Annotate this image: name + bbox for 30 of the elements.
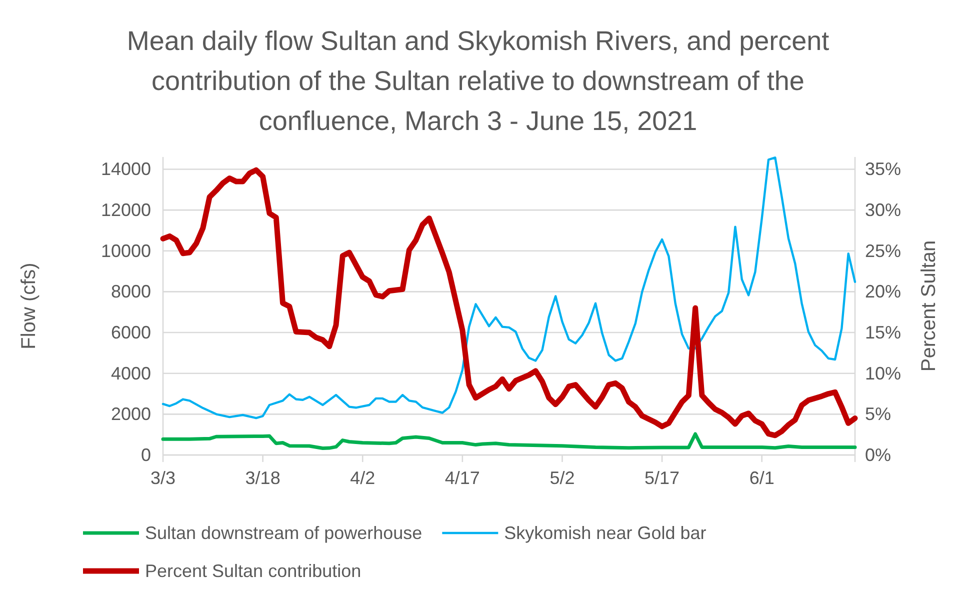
y2-tick-label: 25% [865, 240, 902, 261]
y-tick-label: 14000 [100, 159, 151, 180]
x-tick-label: 4/2 [350, 468, 376, 488]
y2-axis-title: Percent Sultan [918, 240, 940, 372]
legend-label: Skykomish near Gold bar [504, 523, 706, 543]
x-tick-label: 3/18 [245, 468, 280, 488]
y2-tick-label: 30% [865, 200, 902, 220]
y-tick-label: 4000 [110, 363, 151, 384]
chart-title: Mean daily flow Sultan and Skykomish Rivers, and percent contribution of the Sultan relative to downstream of the confluence, March 3 - June 15, 2021 [126, 26, 830, 136]
legend-label: Sultan downstream of powerhouse [145, 523, 422, 543]
y-tick-label: 8000 [110, 282, 151, 302]
y-tick-label: 2000 [110, 404, 151, 424]
y-tick-label: 10000 [100, 240, 151, 261]
y2-tick-label: 5% [865, 404, 892, 424]
legend-label: Percent Sultan contribution [145, 561, 362, 581]
y2-tick-label: 35% [865, 159, 902, 180]
y-tick-label: 6000 [110, 322, 151, 343]
x-tick-label: 5/17 [644, 468, 680, 488]
x-tick-label: 3/3 [150, 468, 176, 488]
x-tick-label: 6/1 [749, 468, 774, 488]
y-tick-label: 12000 [100, 200, 151, 220]
y2-tick-label: 20% [865, 282, 902, 302]
y-tick-label: 0 [140, 445, 151, 465]
y-axis-title: Flow (cfs) [18, 262, 40, 350]
x-tick-label: 4/17 [444, 468, 480, 488]
y2-tick-label: 10% [865, 363, 902, 384]
x-tick-label: 5/2 [550, 468, 575, 488]
y2-tick-label: 0% [865, 445, 892, 465]
y2-tick-label: 15% [865, 322, 902, 343]
line-series [161, 432, 857, 450]
